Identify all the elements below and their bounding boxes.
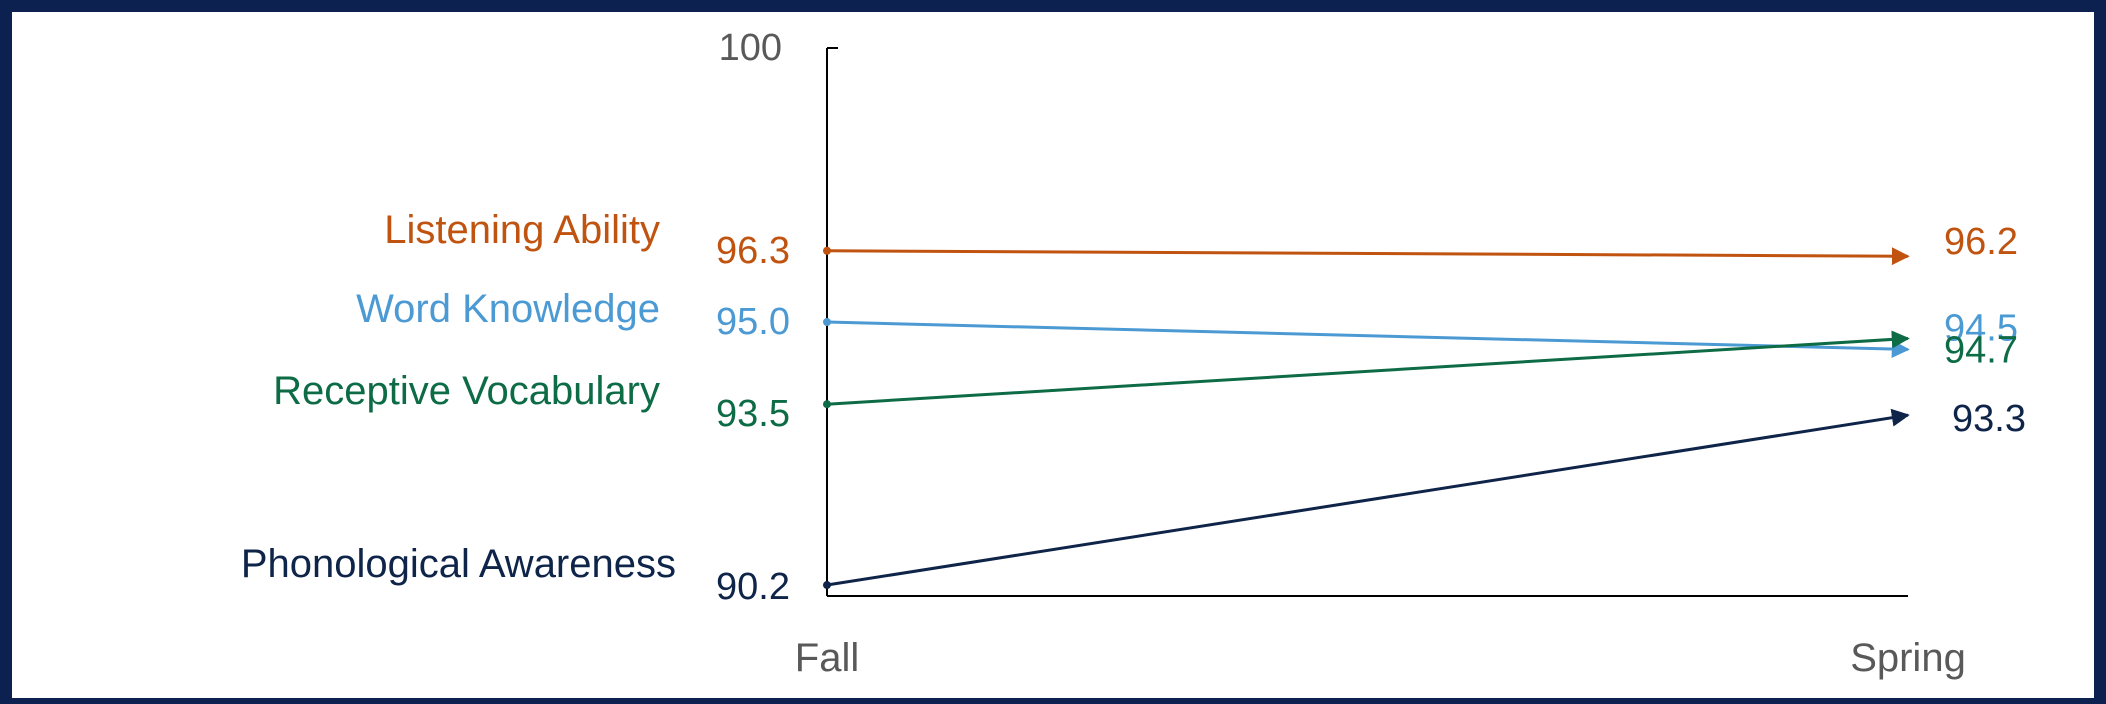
start-point-receptive-vocabulary [823, 400, 831, 409]
start-point-word-knowledge [823, 318, 831, 326]
series-name-phonological-awareness: Phonological Awareness [241, 542, 676, 586]
series-line-phonological-awareness [826, 408, 1910, 587]
series-line-receptive-vocabulary [826, 330, 1910, 406]
data-label-spring-word-knowledge: 94.5 [1944, 307, 2018, 349]
axes: 100 Fall Spring [719, 27, 1966, 680]
series-name-receptive-vocabulary: Receptive Vocabulary [273, 369, 660, 413]
start-point-phonological-awareness [823, 581, 831, 590]
series-name-word-knowledge: Word Knowledge [356, 287, 660, 331]
data-label-spring-phonological-awareness: 93.3 [1952, 398, 2026, 440]
data-label-fall-phonological-awareness: 90.2 [716, 566, 790, 608]
x-tick-label-fall: Fall [795, 636, 859, 680]
series-line-word-knowledge [826, 320, 1910, 358]
data-label-fall-word-knowledge: 95.0 [716, 301, 790, 343]
series-layer: 96.3 Listening Ability 96.2 95.0 Word Knowle… [241, 208, 2026, 608]
data-label-spring-receptive-vocabulary: 94.7 [1944, 329, 2018, 371]
data-label-fall-listening-ability: 96.3 [716, 230, 790, 272]
data-label-spring-listening-ability: 96.2 [1944, 221, 2018, 263]
series-line-listening-ability [826, 247, 1910, 266]
y-tick-label: 100 [719, 27, 782, 69]
start-point-listening-ability [823, 246, 831, 255]
x-tick-label-spring: Spring [1850, 636, 1966, 680]
data-label-fall-receptive-vocabulary: 93.5 [716, 393, 790, 435]
series-name-listening-ability: Listening Ability [384, 208, 660, 252]
